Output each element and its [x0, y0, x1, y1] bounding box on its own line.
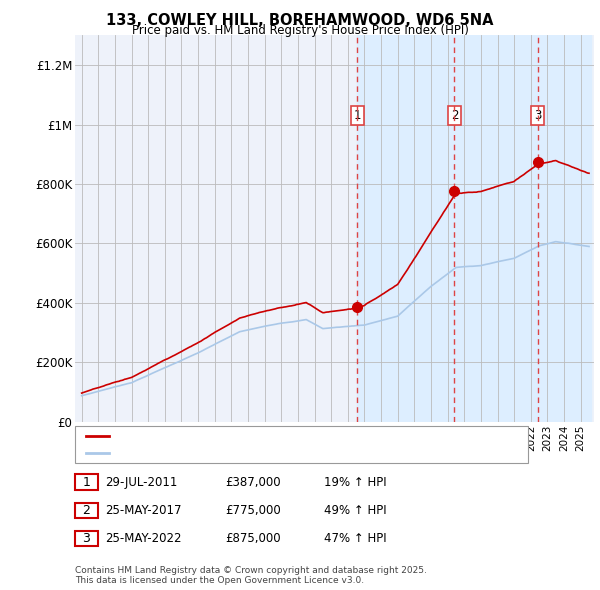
Text: 1: 1: [354, 109, 361, 122]
Bar: [358, 35, 454, 422]
Bar: [538, 35, 590, 422]
Text: £875,000: £875,000: [225, 532, 281, 545]
Text: £387,000: £387,000: [225, 476, 281, 489]
Text: 49% ↑ HPI: 49% ↑ HPI: [324, 504, 386, 517]
Text: HPI: Average price, semi-detached house, Hertsmere: HPI: Average price, semi-detached house,…: [115, 448, 374, 458]
Text: £775,000: £775,000: [225, 504, 281, 517]
Text: 25-MAY-2017: 25-MAY-2017: [105, 504, 182, 517]
Text: 3: 3: [82, 532, 91, 545]
Text: 19% ↑ HPI: 19% ↑ HPI: [324, 476, 386, 489]
Text: Price paid vs. HM Land Registry's House Price Index (HPI): Price paid vs. HM Land Registry's House …: [131, 24, 469, 37]
Text: 2: 2: [451, 109, 458, 122]
Text: 133, COWLEY HILL, BOREHAMWOOD, WD6 5NA (semi-detached house): 133, COWLEY HILL, BOREHAMWOOD, WD6 5NA (…: [115, 431, 463, 441]
Text: 25-MAY-2022: 25-MAY-2022: [105, 532, 182, 545]
Text: 2: 2: [82, 504, 91, 517]
Text: 47% ↑ HPI: 47% ↑ HPI: [324, 532, 386, 545]
Bar: [454, 35, 538, 422]
Text: 133, COWLEY HILL, BOREHAMWOOD, WD6 5NA: 133, COWLEY HILL, BOREHAMWOOD, WD6 5NA: [106, 13, 494, 28]
Text: 3: 3: [534, 109, 541, 122]
Text: Contains HM Land Registry data © Crown copyright and database right 2025.
This d: Contains HM Land Registry data © Crown c…: [75, 566, 427, 585]
Text: 29-JUL-2011: 29-JUL-2011: [105, 476, 178, 489]
Text: 1: 1: [82, 476, 91, 489]
